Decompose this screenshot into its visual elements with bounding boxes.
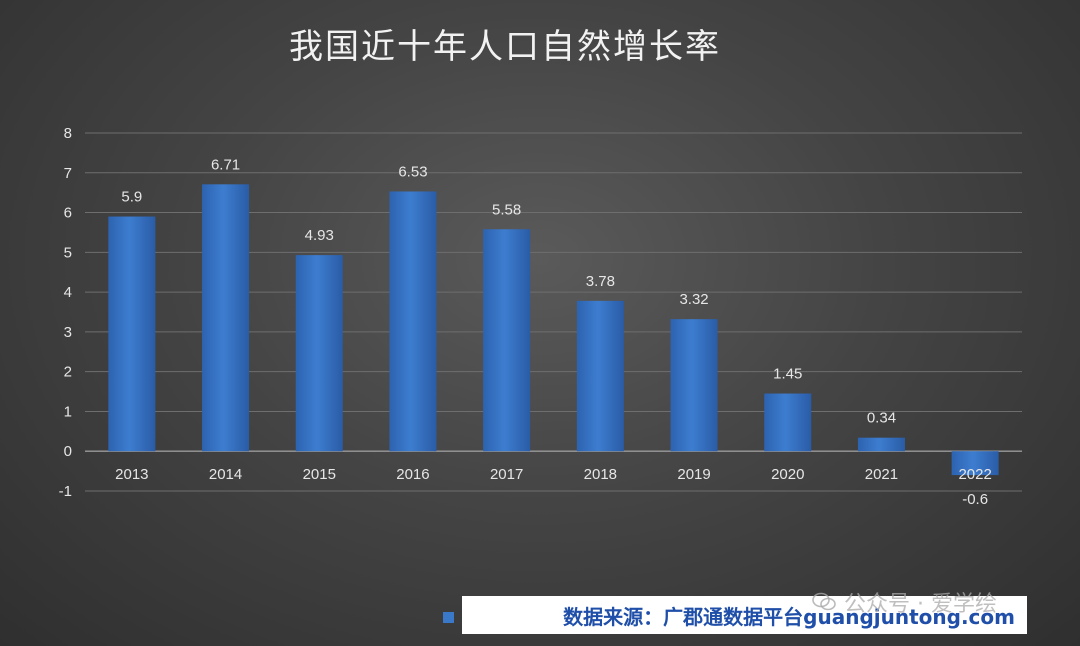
y-tick-label: 2 bbox=[64, 364, 72, 381]
bar-2019 bbox=[670, 319, 718, 452]
bar-2016 bbox=[389, 191, 437, 452]
y-tick-label: 8 bbox=[64, 125, 72, 142]
data-label: 5.9 bbox=[121, 189, 142, 206]
y-tick-label: -1 bbox=[59, 483, 72, 500]
bar-2017 bbox=[483, 229, 531, 452]
data-label: 4.93 bbox=[305, 227, 334, 244]
data-label: 5.58 bbox=[492, 201, 521, 218]
y-tick-label: 3 bbox=[64, 324, 72, 341]
data-label: 6.71 bbox=[211, 156, 240, 173]
x-tick-label: 2015 bbox=[303, 466, 336, 483]
source-banner: 数据来源：广郡通数据平台guangjuntong.com bbox=[462, 596, 1027, 634]
x-tick-label: 2021 bbox=[865, 466, 898, 483]
y-tick-label: 5 bbox=[64, 244, 72, 261]
y-tick-label: 0 bbox=[64, 443, 72, 460]
watermark-text: 公众号 · 爱学绘 bbox=[844, 592, 997, 617]
bar-2015 bbox=[295, 255, 343, 452]
y-tick-label: 4 bbox=[64, 284, 72, 301]
source-text: 数据来源：广郡通数据平台guangjuntong.com bbox=[563, 604, 1015, 629]
x-axis: 2013 2014 2015 2016 2017 2018 2019 2020 2021 2022 bbox=[115, 466, 992, 483]
x-tick-label: 2020 bbox=[771, 466, 804, 483]
x-tick-label: 2022 bbox=[958, 466, 991, 483]
bar-2020 bbox=[764, 393, 812, 452]
x-tick-label: 2013 bbox=[115, 466, 148, 483]
bar-2013 bbox=[108, 216, 156, 452]
x-tick-label: 2017 bbox=[490, 466, 523, 483]
x-tick-label: 2016 bbox=[396, 466, 429, 483]
bar-2021 bbox=[857, 437, 905, 452]
bar-2018 bbox=[576, 300, 624, 452]
data-label: 6.53 bbox=[398, 163, 427, 180]
data-label: 1.45 bbox=[773, 366, 802, 383]
bars bbox=[108, 184, 999, 476]
data-label: -0.6 bbox=[962, 491, 988, 508]
data-label: 3.78 bbox=[586, 273, 615, 290]
bar-2022 bbox=[951, 451, 999, 476]
data-label: 3.32 bbox=[679, 291, 708, 308]
y-tick-label: 1 bbox=[64, 403, 72, 420]
x-tick-label: 2018 bbox=[584, 466, 617, 483]
chart-title: 我国近十年人口自然增长率 bbox=[289, 27, 721, 67]
data-label: 0.34 bbox=[867, 410, 896, 427]
x-tick-label: 2014 bbox=[209, 466, 242, 483]
bar-2014 bbox=[202, 184, 250, 452]
data-labels: 5.9 6.71 4.93 6.53 5.58 3.78 3.32 1.45 0.34 -0.6 bbox=[121, 156, 988, 508]
y-axis: -1 0 1 2 3 4 5 6 7 8 bbox=[59, 125, 72, 500]
legend-swatch bbox=[443, 612, 454, 623]
watermark: 公众号 · 爱学绘 bbox=[812, 586, 997, 618]
y-tick-label: 7 bbox=[64, 165, 72, 182]
y-tick-label: 6 bbox=[64, 205, 72, 222]
x-tick-label: 2019 bbox=[677, 466, 710, 483]
wechat-icon bbox=[812, 592, 836, 612]
